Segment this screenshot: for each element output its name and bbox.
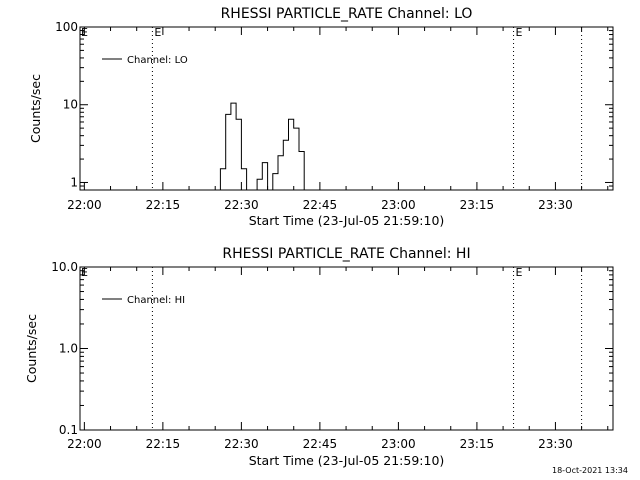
chart2-left-edge-label: E bbox=[81, 266, 88, 279]
chart2-x-tick-label: 22:00 bbox=[67, 437, 102, 451]
chart1-event-marker-label: E bbox=[516, 26, 523, 39]
chart1-title: RHESSI PARTICLE_RATE Channel: LO bbox=[221, 6, 473, 22]
chart1-x-tick-label: 23:00 bbox=[381, 198, 416, 212]
chart1-x-tick-label: 22:30 bbox=[224, 198, 259, 212]
chart2-x-tick-label: 23:30 bbox=[538, 437, 573, 451]
chart2-x-axis-label: Start Time (23-Jul-05 21:59:10) bbox=[249, 453, 445, 468]
chart2-y-tick-label: 0.1 bbox=[59, 423, 78, 437]
chart1-y-tick-label: 1 bbox=[70, 175, 78, 189]
chart2-x-tick-label: 22:45 bbox=[303, 437, 338, 451]
chart1-x-tick-label: 22:15 bbox=[146, 198, 181, 212]
chart1-series-line bbox=[215, 102, 315, 191]
chart1-y-axis-label: Counts/sec bbox=[28, 74, 43, 143]
chart1-x-tick-label: 23:30 bbox=[538, 198, 573, 212]
chart2-y-axis-label: Counts/sec bbox=[24, 314, 39, 383]
chart2-x-tick-label: 23:00 bbox=[381, 437, 416, 451]
chart1-left-edge-label: E bbox=[81, 26, 88, 39]
chart2-legend-label: Channel: HI bbox=[127, 295, 185, 306]
chart2-y-tick-label: 10.0 bbox=[51, 260, 78, 274]
chart1-event-marker-label: E bbox=[154, 26, 161, 39]
chart1-x-tick-label: 23:15 bbox=[460, 198, 495, 212]
chart2-event-marker-label: E bbox=[516, 266, 523, 279]
footer-timestamp: 18-Oct-2021 13:34 bbox=[552, 466, 628, 475]
chart1-x-tick-label: 22:00 bbox=[67, 198, 102, 212]
chart1-plot-frame bbox=[79, 26, 614, 191]
chart2-x-tick-label: 22:30 bbox=[224, 437, 259, 451]
chart1-x-axis-label: Start Time (23-Jul-05 21:59:10) bbox=[249, 213, 445, 228]
chart2-title: RHESSI PARTICLE_RATE Channel: HI bbox=[222, 246, 470, 262]
chart1-y-tick-label: 10 bbox=[63, 98, 78, 112]
chart2-x-tick-label: 23:15 bbox=[460, 437, 495, 451]
chart1-legend-label: Channel: LO bbox=[127, 55, 188, 66]
chart1-y-tick-label: 100 bbox=[55, 20, 78, 34]
chart2-plot-frame bbox=[79, 266, 614, 431]
chart2-y-tick-label: 1.0 bbox=[59, 342, 78, 356]
chart1-x-tick-label: 22:45 bbox=[303, 198, 338, 212]
chart2-x-tick-label: 22:15 bbox=[146, 437, 181, 451]
